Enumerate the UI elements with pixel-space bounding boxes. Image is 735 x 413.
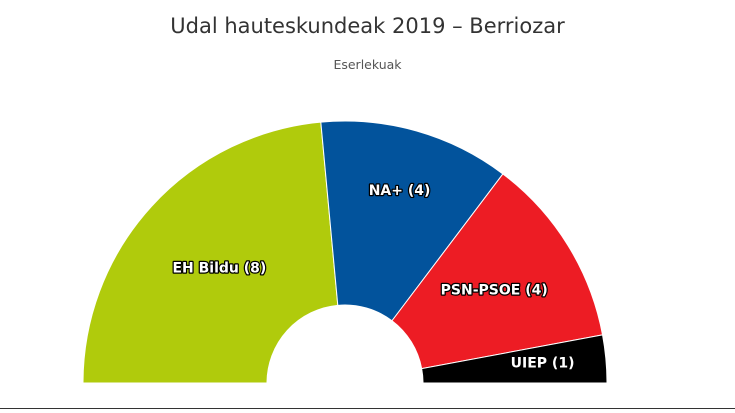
data-label-psn-psoe: PSN-PSOE (4)	[441, 283, 548, 299]
chart-baseline	[0, 408, 735, 409]
slice-uiep[interactable]	[421, 334, 608, 384]
slice-eh-bildu[interactable]	[82, 121, 339, 384]
data-label-na: NA+ (4)	[369, 183, 431, 199]
data-label-uiep: UIEP (1)	[511, 356, 575, 372]
data-label-eh-bildu: EH Bildu (8)	[172, 260, 266, 276]
slice-na[interactable]	[320, 120, 504, 322]
chart-title: Udal hauteskundeak 2019 – Berriozar	[170, 14, 565, 38]
slice-psn-psoe[interactable]	[391, 173, 604, 370]
chart-subtitle: Eserlekuak	[333, 57, 402, 72]
